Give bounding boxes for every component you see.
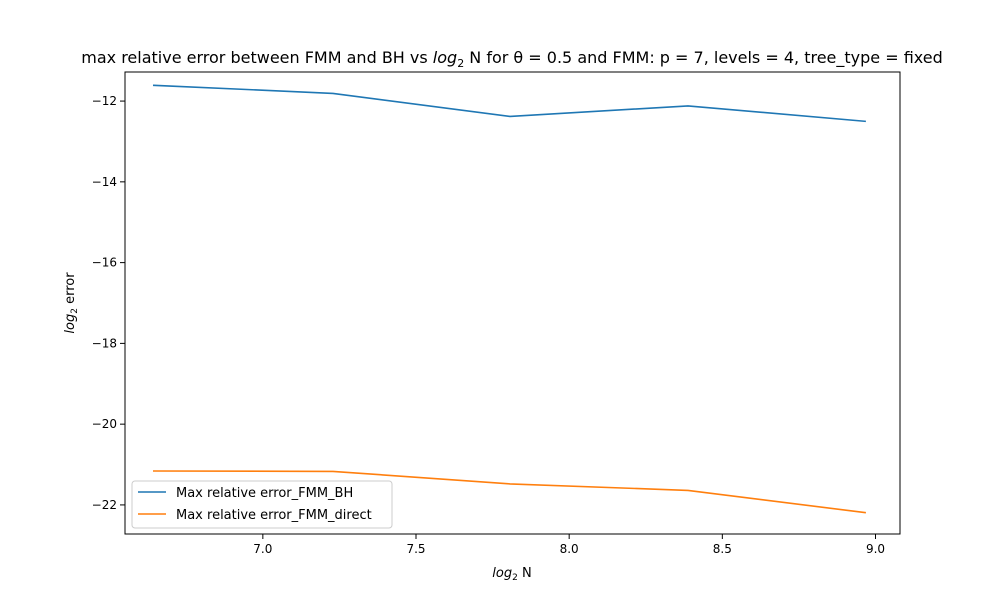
y-axis-label: log2 error [63, 272, 80, 334]
y-tick-label: −18 [92, 336, 117, 350]
x-axis-ticks: 7.0 7.5 8.0 8.5 9.0 [253, 534, 885, 556]
y-tick-label: −14 [92, 175, 117, 189]
y-tick-label: −16 [92, 256, 117, 270]
legend-label-fmm-direct: Max relative error_FMM_direct [176, 508, 372, 523]
y-tick-label: −20 [92, 417, 117, 431]
y-tick-label: −12 [92, 94, 117, 108]
x-tick-label: 8.5 [713, 542, 732, 556]
y-axis-ticks: −12 −14 −16 −18 −20 −22 [92, 94, 125, 512]
series-line-1 [152, 470, 866, 514]
legend-label-fmm-bh: Max relative error_FMM_BH [176, 486, 353, 501]
x-tick-label: 7.0 [253, 542, 272, 556]
legend: Max relative error_FMM_BH Max relative e… [131, 480, 393, 529]
x-tick-label: 8.0 [560, 542, 579, 556]
series-layer [152, 84, 866, 514]
y-tick-label: −22 [92, 498, 117, 512]
x-axis-label: log2 N [492, 566, 531, 583]
chart-title: max relative error between FMM and BH vs… [81, 48, 943, 70]
plot-area [124, 71, 901, 535]
series-line-0 [152, 84, 866, 123]
x-tick-label: 7.5 [406, 542, 425, 556]
x-tick-label: 9.0 [866, 542, 885, 556]
legend-box [131, 480, 393, 529]
